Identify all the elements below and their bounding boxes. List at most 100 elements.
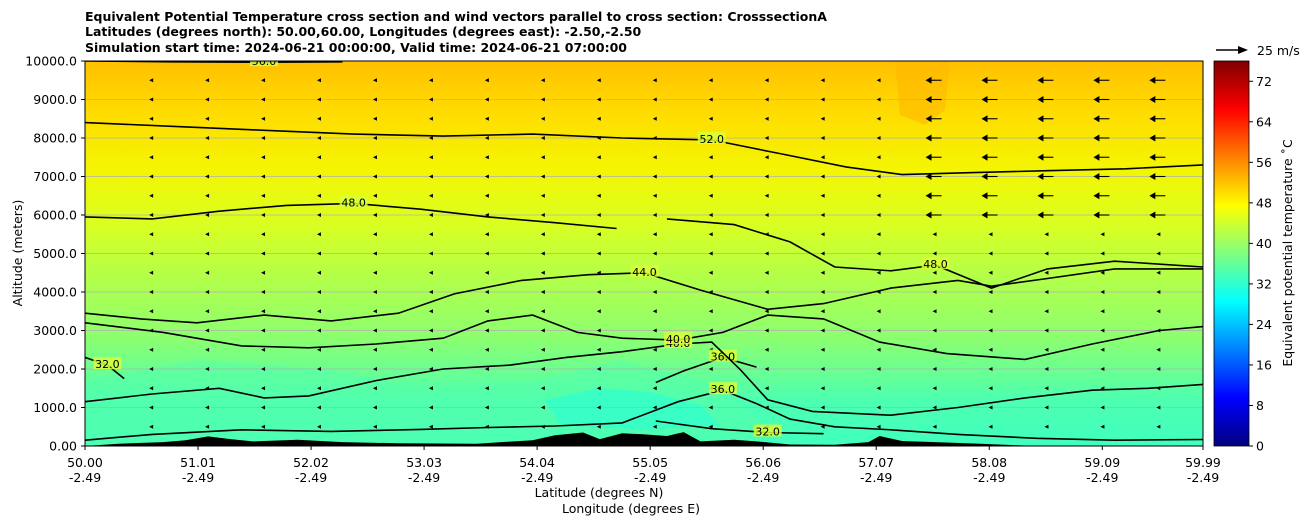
wind-vector-arrowhead	[708, 213, 713, 217]
y-tick-label: 9000.0	[33, 92, 77, 107]
wind-vector-arrowhead	[149, 367, 154, 371]
wind-vector-arrowhead	[484, 97, 489, 102]
wind-vector-arrowhead	[988, 386, 993, 391]
wind-vector-arrowhead	[876, 270, 881, 275]
wind-vector-arrowhead	[317, 174, 322, 179]
wind-vector-arrowhead	[205, 309, 210, 314]
wind-vector-arrowhead	[149, 174, 154, 179]
wind-vector-arrowhead	[484, 270, 489, 275]
terrain-silhouette	[85, 432, 1203, 446]
wind-vector-arrowhead	[876, 386, 881, 391]
wind-vector-arrowhead	[540, 97, 545, 102]
wind-vector-arrowhead	[317, 193, 322, 198]
wind-vector-arrowhead	[261, 155, 266, 160]
wind-vector-arrowhead	[484, 193, 489, 198]
wind-vector-arrowhead	[1044, 424, 1049, 429]
contour-label-backdrop	[250, 61, 279, 67]
wind-vector-arrowhead	[261, 386, 266, 391]
wind-vector-arrowhead	[149, 309, 154, 314]
y-axis-label: Altitude (meters)	[10, 200, 25, 307]
wind-vector-arrowhead	[925, 192, 932, 200]
wind-vector-arrowhead	[764, 328, 769, 333]
colorbar-tick-label: 0	[1256, 439, 1264, 454]
colorbar-label: Equivalent potential temperature ˚C	[1280, 139, 1295, 367]
wind-vector-arrowhead	[932, 270, 937, 275]
wind-vector-arrowhead	[372, 251, 377, 256]
y-tick-label: 10000.0	[25, 54, 77, 69]
wind-vector-arrowhead	[1149, 192, 1156, 200]
wind-vector-arrowhead	[149, 251, 154, 256]
wind-vector-arrowhead	[205, 174, 210, 179]
wind-vector-arrowhead	[596, 367, 601, 371]
wind-vector-arrowhead	[932, 367, 937, 371]
wind-vector-arrowhead	[1044, 270, 1049, 275]
wind-vector-arrowhead	[428, 78, 433, 83]
wind-vector-arrowhead	[540, 405, 545, 410]
wind-vector-arrowhead	[372, 290, 377, 294]
wind-vector-arrowhead	[261, 251, 266, 256]
contour-label: 52.0	[699, 133, 724, 146]
wind-key-label: 25 m/s	[1257, 43, 1300, 58]
wind-vector-arrowhead	[596, 116, 601, 121]
wind-vector-arrowhead	[484, 155, 489, 160]
wind-vector-arrowhead	[1149, 173, 1156, 180]
wind-vector-arrowhead	[876, 328, 881, 333]
y-tick-label: 3000.0	[33, 323, 77, 338]
wind-vector-arrowhead	[764, 155, 769, 160]
title-line-2: Latitudes (degrees north): 50.00,60.00, …	[85, 24, 642, 39]
title-line-3: Simulation start time: 2024-06-21 00:00:…	[85, 40, 627, 55]
wind-vector-arrowhead	[925, 173, 932, 180]
wind-vector-arrowhead	[708, 193, 713, 198]
wind-vector-arrowhead	[1100, 328, 1105, 333]
wind-vector-arrowhead	[820, 232, 825, 237]
wind-vector-arrowhead	[708, 116, 713, 121]
wind-vector-arrowhead	[820, 328, 825, 333]
wind-vector-arrowhead	[205, 193, 210, 198]
wind-vector-arrowhead	[876, 116, 881, 121]
wind-vector-arrowhead	[149, 424, 154, 429]
wind-vector-arrowhead	[988, 424, 993, 429]
wind-vector-arrowhead	[764, 270, 769, 275]
x-tick-label-lon: -2.49	[1086, 470, 1118, 485]
x-tick-label-lat: 59.99	[1185, 455, 1221, 470]
wind-vector-arrowhead	[596, 386, 601, 391]
wind-vector-arrowhead	[988, 347, 993, 352]
colorbar-tick-label: 56	[1256, 155, 1272, 170]
wind-vector-arrowhead	[428, 270, 433, 275]
wind-vector-arrowhead	[596, 290, 601, 294]
wind-vector-arrowhead	[317, 213, 322, 217]
wind-vector-arrowhead	[484, 347, 489, 352]
wind-vector-arrowhead	[317, 78, 322, 83]
wind-vector-arrowhead	[876, 232, 881, 237]
wind-vector-arrowhead	[652, 116, 657, 121]
wind-vector-arrowhead	[820, 309, 825, 314]
wind-vector-arrowhead	[1037, 173, 1044, 180]
wind-vector-arrowhead	[876, 251, 881, 256]
wind-vector-arrowhead	[484, 213, 489, 217]
wind-vector-arrowhead	[261, 290, 266, 294]
colorbar-gradient	[1213, 60, 1250, 447]
wind-vector-arrowhead	[428, 155, 433, 160]
wind-vector-arrowhead	[981, 134, 988, 142]
wind-vector-arrowhead	[820, 347, 825, 352]
contour-label-backdrop	[339, 195, 368, 208]
wind-vector-arrowhead	[1156, 424, 1161, 429]
wind-vector-arrowhead	[149, 290, 154, 294]
x-tick-label-lat: 50.00	[67, 455, 103, 470]
wind-vector-arrowhead	[372, 136, 377, 140]
wind-vector-arrowhead	[1100, 309, 1105, 314]
wind-vector-arrowhead	[596, 328, 601, 333]
wind-vector-arrowhead	[149, 405, 154, 410]
wind-vector-arrowhead	[708, 270, 713, 275]
wind-vector-arrowhead	[261, 116, 266, 121]
wind-vector-arrowhead	[261, 367, 266, 371]
x-tick-label-lat: 52.02	[293, 455, 329, 470]
wind-vector-arrowhead	[820, 136, 825, 140]
wind-vector-arrowhead	[484, 136, 489, 140]
contour-line-48	[666, 218, 1203, 289]
wind-vector-arrowhead	[1100, 424, 1105, 429]
wind-vector-arrowhead	[1037, 153, 1044, 161]
colorbar-tick-label: 8	[1256, 398, 1264, 413]
wind-vector-arrowhead	[261, 405, 266, 410]
